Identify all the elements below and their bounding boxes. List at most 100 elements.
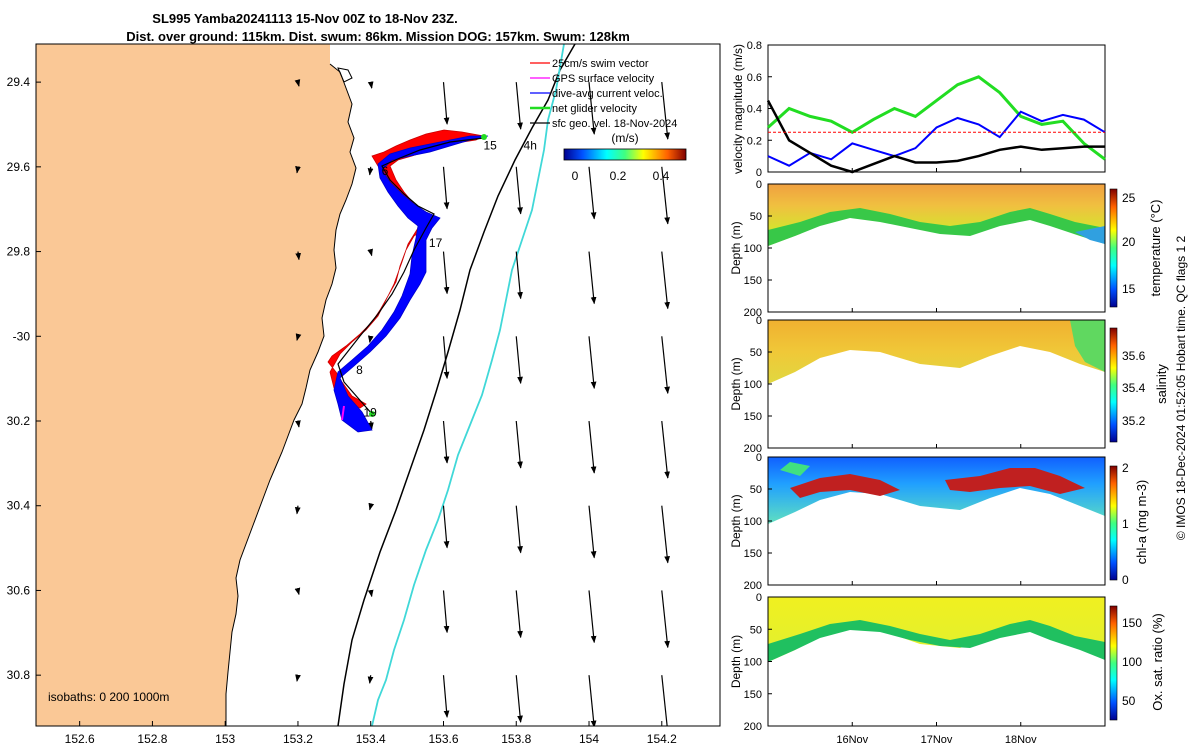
salinity-cb-tick-1: 35.4 bbox=[1122, 381, 1146, 395]
geostrophic-vector bbox=[515, 420, 523, 469]
depth-ylabel: Depth (m) bbox=[729, 221, 743, 274]
glider-path bbox=[337, 137, 485, 415]
temperature-panel: 15 20 25 temperature (°C) bbox=[767, 183, 1163, 313]
depth-ylabel: Depth (m) bbox=[729, 494, 743, 547]
land-mass bbox=[36, 44, 356, 726]
oxygen-surface-layer bbox=[768, 597, 1105, 662]
geostrophic-vector bbox=[588, 675, 597, 726]
geostrophic-vector bbox=[661, 166, 670, 225]
chla-cb-tick-1: 1 bbox=[1122, 517, 1129, 531]
map-x-ticklabel: 153.6 bbox=[428, 732, 458, 746]
depth-ticklabel: 0 bbox=[756, 452, 762, 464]
glider-track bbox=[327, 129, 489, 433]
oxygen-cb-tick-0: 50 bbox=[1122, 694, 1136, 708]
depth-ticklabel: 100 bbox=[744, 657, 762, 669]
time-ticklabel: 18Nov bbox=[1005, 734, 1037, 746]
isobath-200m bbox=[337, 44, 576, 726]
geostrophic-vector bbox=[295, 333, 302, 341]
map-y-ticklabel: -30 bbox=[13, 329, 31, 343]
geostrophic-vector bbox=[515, 590, 523, 639]
gps-velocity-vector bbox=[341, 405, 345, 421]
current-vector-fan bbox=[333, 135, 489, 433]
geostrophic-vector bbox=[661, 590, 670, 649]
salinity-cb-tick-2: 35.6 bbox=[1122, 349, 1146, 363]
geostrophic-vector bbox=[295, 251, 302, 261]
geostrophic-vector bbox=[661, 420, 670, 479]
velocity-y-ticklabel: 0 bbox=[756, 167, 762, 179]
geostrophic-vector bbox=[442, 251, 450, 295]
map-x-ticklabel: 153 bbox=[215, 732, 235, 746]
chart-title: SL995 Yamba20241113 15-Nov 00Z to 18-Nov… bbox=[152, 11, 457, 26]
geostrophic-vector bbox=[367, 248, 373, 257]
geostrophic-vector bbox=[294, 505, 301, 515]
geostrophic-vector bbox=[661, 675, 670, 726]
geostrophic-vector bbox=[588, 166, 597, 220]
legend-label-current: dive-avg current veloc. bbox=[552, 88, 663, 100]
salinity-layer bbox=[768, 320, 1105, 384]
temperature-cb-label: temperature (°C) bbox=[1148, 200, 1163, 297]
chla-cb-tick-0: 0 bbox=[1122, 573, 1129, 587]
chla-cb-label: chl-a (mg m-3) bbox=[1134, 480, 1149, 565]
legend-label-swim: 25cm/s swim vector bbox=[552, 58, 649, 70]
geostrophic-vector bbox=[588, 82, 597, 135]
map-y-ticklabel: 30.2 bbox=[7, 414, 31, 428]
map-frame bbox=[35, 43, 721, 727]
oxygen-cb-tick-1: 100 bbox=[1122, 655, 1142, 669]
map-x-ticklabel: 152.8 bbox=[137, 732, 167, 746]
velocity-series bbox=[766, 75, 1106, 174]
map-x-ticklabel: 153.8 bbox=[501, 732, 531, 746]
geostrophic-vector bbox=[661, 251, 670, 310]
legend-label-gps: GPS surface velocity bbox=[552, 73, 655, 85]
depth-ylabel: Depth (m) bbox=[729, 357, 743, 410]
coastline bbox=[225, 63, 357, 726]
map-x-ticklabel: 154 bbox=[579, 732, 599, 746]
geostrophic-vector bbox=[661, 505, 670, 564]
oxygen-panel: 50 100 150 Ox. sat. ratio (%) bbox=[767, 596, 1165, 727]
map-colorbar-unit: (m/s) bbox=[611, 131, 638, 145]
depth-ticklabel: 50 bbox=[750, 211, 762, 223]
depth-ticklabel: 200 bbox=[744, 443, 762, 455]
salinity-cb-label: salinity bbox=[1154, 364, 1169, 404]
salinity-colorbar bbox=[1109, 327, 1118, 443]
credit-text: © IMOS 18-Dec-2024 01:52:05 Hobart time.… bbox=[1174, 236, 1188, 541]
geostrophic-vector bbox=[367, 335, 374, 343]
track-labels: 15 4h 6 17 8 19 bbox=[356, 139, 537, 420]
geostrophic-vector bbox=[295, 165, 301, 174]
isobath-label: isobaths: 0 200 1000m bbox=[48, 690, 169, 704]
track-end-marker bbox=[369, 411, 375, 417]
section-axes: 0 50 100 150 200 Depth (m) 0 50 100 150 200 Depth (… bbox=[729, 179, 772, 733]
temperature-colorbar bbox=[1109, 188, 1118, 308]
depth-ticklabel: 50 bbox=[750, 484, 762, 496]
chla-colorbar bbox=[1109, 465, 1118, 581]
depth-ticklabel: 150 bbox=[744, 548, 762, 560]
velocity-y-ticklabel: 0.4 bbox=[747, 104, 762, 116]
depth-ylabel: Depth (m) bbox=[729, 635, 743, 688]
track-time-label: 4h bbox=[524, 139, 537, 153]
map-colorbar: (m/s) 0 0.2 0.4 bbox=[563, 131, 687, 183]
geostrophic-vector bbox=[294, 79, 301, 87]
depth-ticklabel: 0 bbox=[756, 592, 762, 604]
geostrophic-vector bbox=[294, 587, 301, 596]
depth-ticklabel: 0 bbox=[756, 315, 762, 327]
velocity-y-ticklabel: 0.8 bbox=[747, 40, 762, 52]
geostrophic-vector bbox=[367, 166, 374, 176]
map-colorbar-tick-1: 0.2 bbox=[610, 169, 627, 183]
depth-ticklabel: 50 bbox=[750, 624, 762, 636]
temperature-warm-layer bbox=[768, 184, 1105, 246]
depth-ticklabel: 150 bbox=[744, 411, 762, 423]
depth-ticklabel: 100 bbox=[744, 516, 762, 528]
map-y-axis: 29.4 29.6 29.8 -30 30.2 30.4 30.6 30.8 bbox=[7, 75, 41, 682]
oxygen-gradient-layer bbox=[768, 620, 1105, 662]
chart-subtitle: Dist. over ground: 115km. Dist. swum: 86… bbox=[126, 29, 630, 44]
velocity-series-line bbox=[766, 75, 1106, 161]
temperature-cb-tick-0: 15 bbox=[1122, 282, 1136, 296]
temperature-cb-tick-1: 20 bbox=[1122, 235, 1136, 249]
chla-max-east bbox=[945, 468, 1085, 494]
map-x-axis: 152.6 152.8 153 153.2 153.4 153.6 153.8 154 154.… bbox=[65, 721, 677, 746]
depth-ticklabel: 100 bbox=[744, 243, 762, 255]
geostrophic-vector bbox=[368, 420, 374, 430]
chla-panel: 0 1 2 chl-a (mg m-3) bbox=[767, 456, 1149, 587]
geostrophic-vector bbox=[367, 675, 374, 684]
velocity-y-axis: 0 0.2 0.4 0.6 0.8 bbox=[747, 40, 772, 179]
